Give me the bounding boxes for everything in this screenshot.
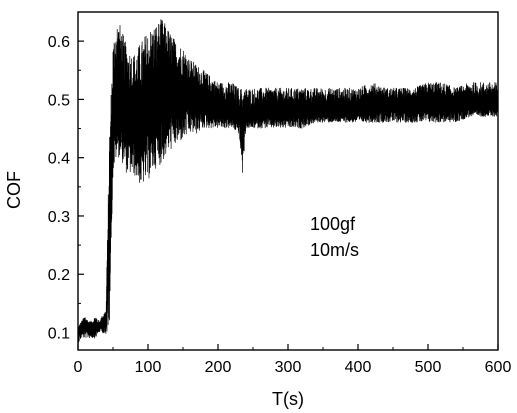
y-axis-title: COF: [4, 171, 24, 209]
plot-frame: [77, 11, 499, 351]
x-tick-label: 600: [485, 359, 512, 376]
x-axis-title: T(s): [272, 389, 304, 409]
series-layer: [77, 19, 499, 344]
y-tick-label: 0.4: [48, 151, 70, 168]
series-line: [77, 19, 499, 344]
y-tick-label: 0.1: [48, 326, 70, 343]
x-tick-label: 0: [74, 359, 83, 376]
y-tick-label: 0.5: [48, 92, 70, 109]
x-axis: 0 100 200 300 400 500 600: [74, 344, 512, 376]
annotation-speed: 10m/s: [310, 240, 359, 260]
x-tick-label: 400: [345, 359, 372, 376]
x-tick-label: 100: [135, 359, 162, 376]
x-tick-label: 300: [275, 359, 302, 376]
x-tick-label: 200: [205, 359, 232, 376]
y-axis: 0.1 0.2 0.3 0.4 0.5 0.6: [48, 34, 84, 343]
x-tick-label: 500: [415, 359, 442, 376]
annotation-load: 100gf: [310, 214, 356, 234]
y-tick-label: 0.6: [48, 34, 70, 51]
y-tick-label: 0.2: [48, 267, 70, 284]
y-tick-label: 0.3: [48, 209, 70, 226]
